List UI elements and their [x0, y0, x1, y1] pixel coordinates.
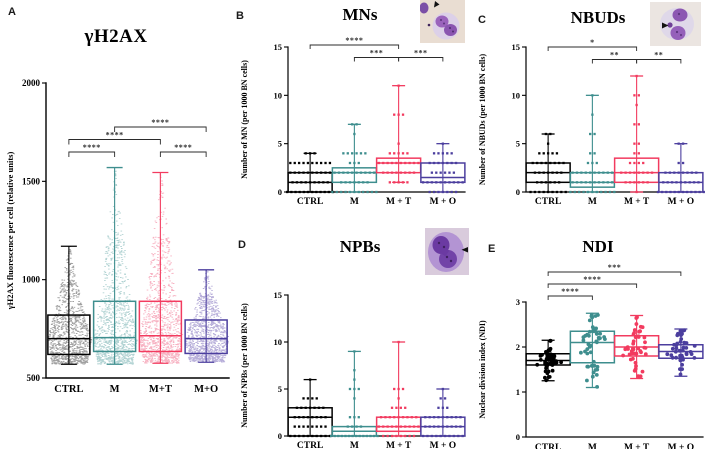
svg-text:CTRL: CTRL [535, 197, 561, 207]
svg-text:Number of MN (per 1000 BN cell: Number of MN (per 1000 BN cells) [240, 60, 249, 179]
panel-e-letter: E [488, 243, 496, 255]
svg-text:****: **** [583, 275, 601, 284]
svg-text:0: 0 [516, 432, 520, 442]
svg-text:Number of NBUDs (per 1000 BN c: Number of NBUDs (per 1000 BN cells) [478, 54, 487, 186]
svg-text:Number of NPBs (per 1000 BN ce: Number of NPBs (per 1000 BN cells) [240, 303, 249, 428]
svg-text:1: 1 [516, 387, 520, 397]
svg-text:0: 0 [278, 431, 282, 441]
panel-d: 0 5 10 15 Number of NPBs (per 1000 BN cells)… [232, 225, 470, 449]
svg-text:*: * [590, 38, 595, 47]
svg-text:M+T: M+T [149, 384, 172, 395]
h2ax-boxplot: **** **** **** **** 500 1000 1500 2000 γH2AX flu… [5, 78, 230, 395]
micrograph-micronucleus-icon [420, 0, 465, 43]
svg-text:M: M [350, 441, 359, 449]
svg-text:****: **** [345, 36, 363, 45]
svg-text:10: 10 [274, 337, 283, 347]
svg-text:1500: 1500 [22, 176, 41, 186]
svg-text:3: 3 [516, 297, 520, 307]
micrograph-nuclear-bud-icon [650, 2, 701, 46]
svg-text:5: 5 [278, 384, 282, 394]
svg-text:****: **** [83, 143, 101, 152]
svg-text:M + T: M + T [624, 197, 650, 207]
svg-text:M: M [588, 197, 597, 207]
h2ax-title: γH2AX [84, 26, 148, 47]
svg-text:M: M [588, 443, 597, 449]
panel-a-letter: A [8, 6, 16, 18]
panel-a: **** **** **** **** 500 1000 1500 2000 γH2AX flu… [0, 0, 232, 449]
svg-text:0: 0 [278, 187, 282, 197]
nbud-title: NBUDs [570, 8, 626, 27]
svg-text:****: **** [561, 287, 579, 296]
svg-text:M + O: M + O [668, 197, 695, 207]
svg-text:M + T: M + T [386, 441, 412, 449]
svg-text:M: M [350, 197, 359, 207]
svg-text:***: *** [414, 49, 428, 58]
svg-text:0: 0 [516, 187, 520, 197]
svg-text:15: 15 [512, 42, 521, 52]
svg-text:Nuclear division index (NDI): Nuclear division index (NDI) [478, 320, 487, 419]
svg-text:2000: 2000 [22, 78, 41, 88]
ndi-title: NDI [582, 237, 614, 256]
svg-text:***: *** [370, 49, 384, 58]
panel-c-letter: C [478, 14, 486, 26]
svg-text:****: **** [106, 131, 124, 140]
svg-text:****: **** [174, 143, 192, 152]
svg-text:**: ** [610, 51, 619, 60]
svg-text:CTRL: CTRL [535, 443, 561, 449]
svg-text:γH2AX fluorescence per cell (r: γH2AX fluorescence per cell (relative un… [5, 152, 15, 311]
micrograph-nucleoplasmic-bridge-icon [425, 228, 469, 275]
svg-text:M + O: M + O [668, 443, 695, 449]
mn-title: MNs [342, 5, 378, 24]
panel-b: **** *** *** 0 5 10 15 Number of MN (per 1000 B… [232, 0, 470, 225]
svg-text:M: M [110, 384, 120, 395]
svg-text:10: 10 [512, 90, 521, 100]
npb-title: NPBs [339, 237, 381, 256]
panel-d-letter: D [238, 239, 246, 251]
panel-e: **** **** *** 0 1 2 3 Nuclear division index (N… [470, 225, 708, 449]
svg-text:15: 15 [274, 42, 283, 52]
svg-text:M + O: M + O [430, 441, 457, 449]
svg-text:CTRL: CTRL [297, 441, 323, 449]
svg-text:15: 15 [274, 290, 283, 300]
svg-text:***: *** [608, 263, 622, 272]
svg-text:CTRL: CTRL [297, 197, 323, 207]
svg-text:5: 5 [278, 139, 282, 149]
svg-text:2: 2 [516, 342, 520, 352]
svg-text:500: 500 [27, 373, 41, 383]
svg-text:****: **** [151, 118, 169, 127]
svg-text:CTRL: CTRL [54, 384, 83, 395]
svg-text:5: 5 [516, 139, 520, 149]
svg-text:M + T: M + T [624, 443, 650, 449]
svg-text:M + T: M + T [386, 197, 412, 207]
svg-text:M + O: M + O [430, 197, 457, 207]
svg-text:**: ** [654, 51, 663, 60]
panel-c: * ** ** 0 5 10 15 Number of NBUDs (per 1000 BN … [470, 0, 708, 225]
panel-b-letter: B [236, 10, 244, 22]
svg-text:1000: 1000 [22, 275, 41, 285]
svg-text:M+O: M+O [194, 384, 218, 395]
svg-text:10: 10 [274, 90, 283, 100]
npb-boxplot: 0 5 10 15 Number of NPBs (per 1000 BN cells)… [240, 290, 466, 449]
